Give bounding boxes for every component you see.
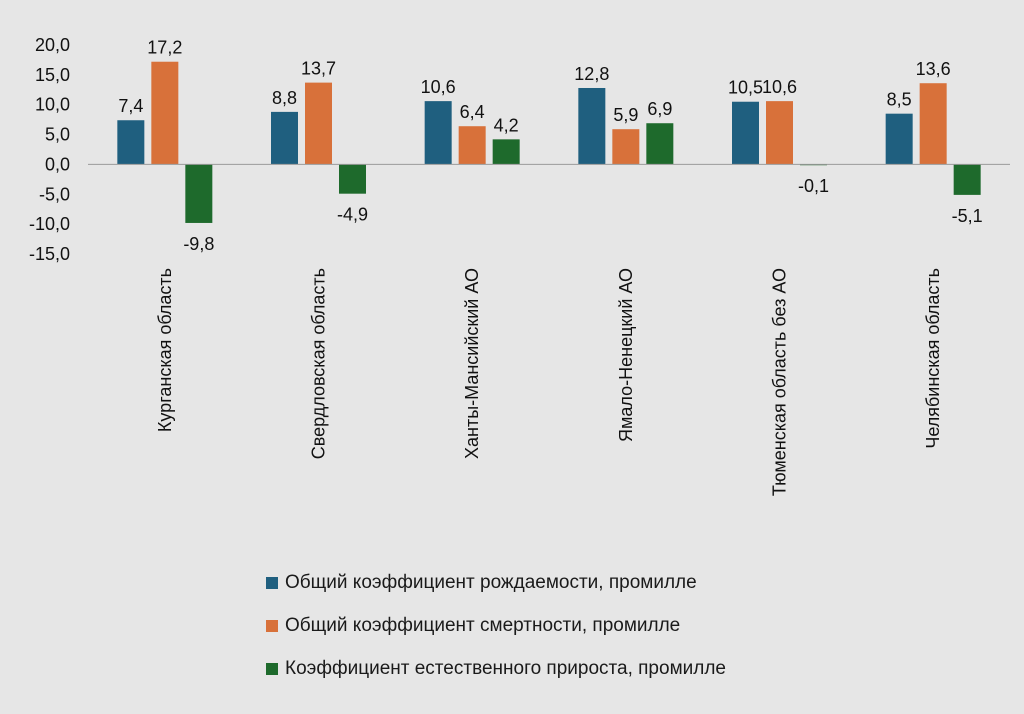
bar [492,139,520,165]
bar [646,123,674,165]
category-label: Челябинская область [923,268,943,449]
data-label: 5,9 [613,105,638,125]
category-label: Ханты-Мансийский АО [462,268,482,459]
legend-swatch-births [266,576,278,589]
data-label: -0,1 [798,176,829,196]
data-label: 10,6 [421,77,456,97]
bar [185,164,213,223]
bar [305,82,332,165]
data-label: 8,5 [887,90,912,110]
y-tick-label: 15,0 [35,65,70,85]
data-label: 17,2 [147,38,182,58]
bar [885,113,913,165]
bar [578,87,606,165]
y-tick-label: -15,0 [29,244,70,264]
bar [271,111,298,165]
bar [151,61,179,165]
bar [766,101,793,165]
legend-item-births: Общий коэффициент рождаемости, промилле [266,572,726,593]
data-label: 13,6 [916,59,951,79]
bar [612,129,640,165]
category-label: Свердловская область [309,268,329,459]
legend-swatch-natural-growth [266,662,278,675]
bar [919,83,947,165]
y-tick-label: 10,0 [35,95,70,115]
category-label: Курганская область [155,268,175,432]
bar [953,164,981,195]
bar [117,120,145,165]
data-label: 6,9 [647,99,672,119]
bar [424,101,452,165]
y-tick-label: 20,0 [35,35,70,55]
data-label: 12,8 [574,64,609,84]
y-tick-label: 5,0 [45,125,70,145]
data-label: -9,8 [183,234,214,254]
data-label: 6,4 [460,102,485,122]
bar [458,126,486,165]
legend-item-natural-growth: Коэффициент естественного прироста, пром… [266,658,726,679]
category-label: Ямало-Ненецкий АО [616,268,636,442]
legend-swatch-deaths [266,619,278,632]
bar [732,101,759,165]
data-label: -5,1 [952,206,983,226]
legend: Общий коэффициент рождаемости, промилле … [266,572,726,701]
data-label: 10,6 [762,77,797,97]
legend-item-deaths: Общий коэффициент смертности, промилле [266,615,726,636]
data-label: 4,2 [494,115,519,135]
data-label: -4,9 [337,205,368,225]
data-label: 7,4 [118,96,143,116]
data-label: 8,8 [272,88,297,108]
bar [339,164,366,194]
category-label: Тюменская область без АО [770,268,790,496]
legend-label-natural-growth: Коэффициент естественного прироста, пром… [285,657,726,679]
data-label: 10,5 [728,78,763,98]
y-tick-label: -10,0 [29,214,70,234]
legend-label-deaths: Общий коэффициент смертности, промилле [285,614,681,636]
y-tick-label: -5,0 [39,184,70,204]
y-tick-label: 0,0 [45,154,70,174]
legend-label-births: Общий коэффициент рождаемости, промилле [285,571,697,593]
data-label: 13,7 [301,59,336,79]
